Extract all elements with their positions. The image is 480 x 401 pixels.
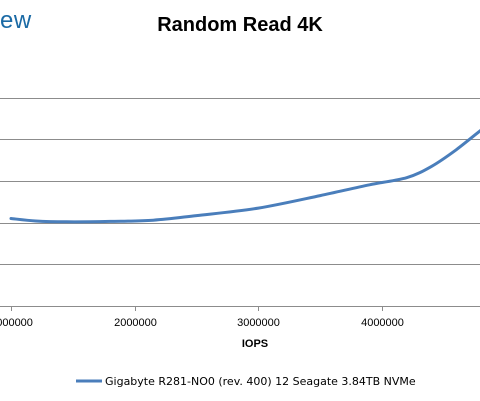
chart-title: Random Read 4K xyxy=(157,14,323,36)
legend-label: Gigabyte R281-NO0 (rev. 400) 12 Seagate … xyxy=(105,375,416,388)
x-tick-label: 3000000 xyxy=(237,317,280,329)
legend[interactable]: Gigabyte R281-NO0 (rev. 400) 12 Seagate … xyxy=(76,375,416,388)
x-ticks: 1000000 2000000 3000000 4000000 xyxy=(0,306,404,329)
x-tick-label: 4000000 xyxy=(361,317,404,329)
series-layer xyxy=(9,129,480,224)
x-axis-title: IOPS xyxy=(242,338,268,350)
series-line xyxy=(9,129,480,224)
x-tick-label: 1000000 xyxy=(0,317,33,329)
gridlines xyxy=(0,98,480,265)
x-tick-label: 2000000 xyxy=(114,317,157,329)
logo-fragment: ew xyxy=(0,7,32,34)
